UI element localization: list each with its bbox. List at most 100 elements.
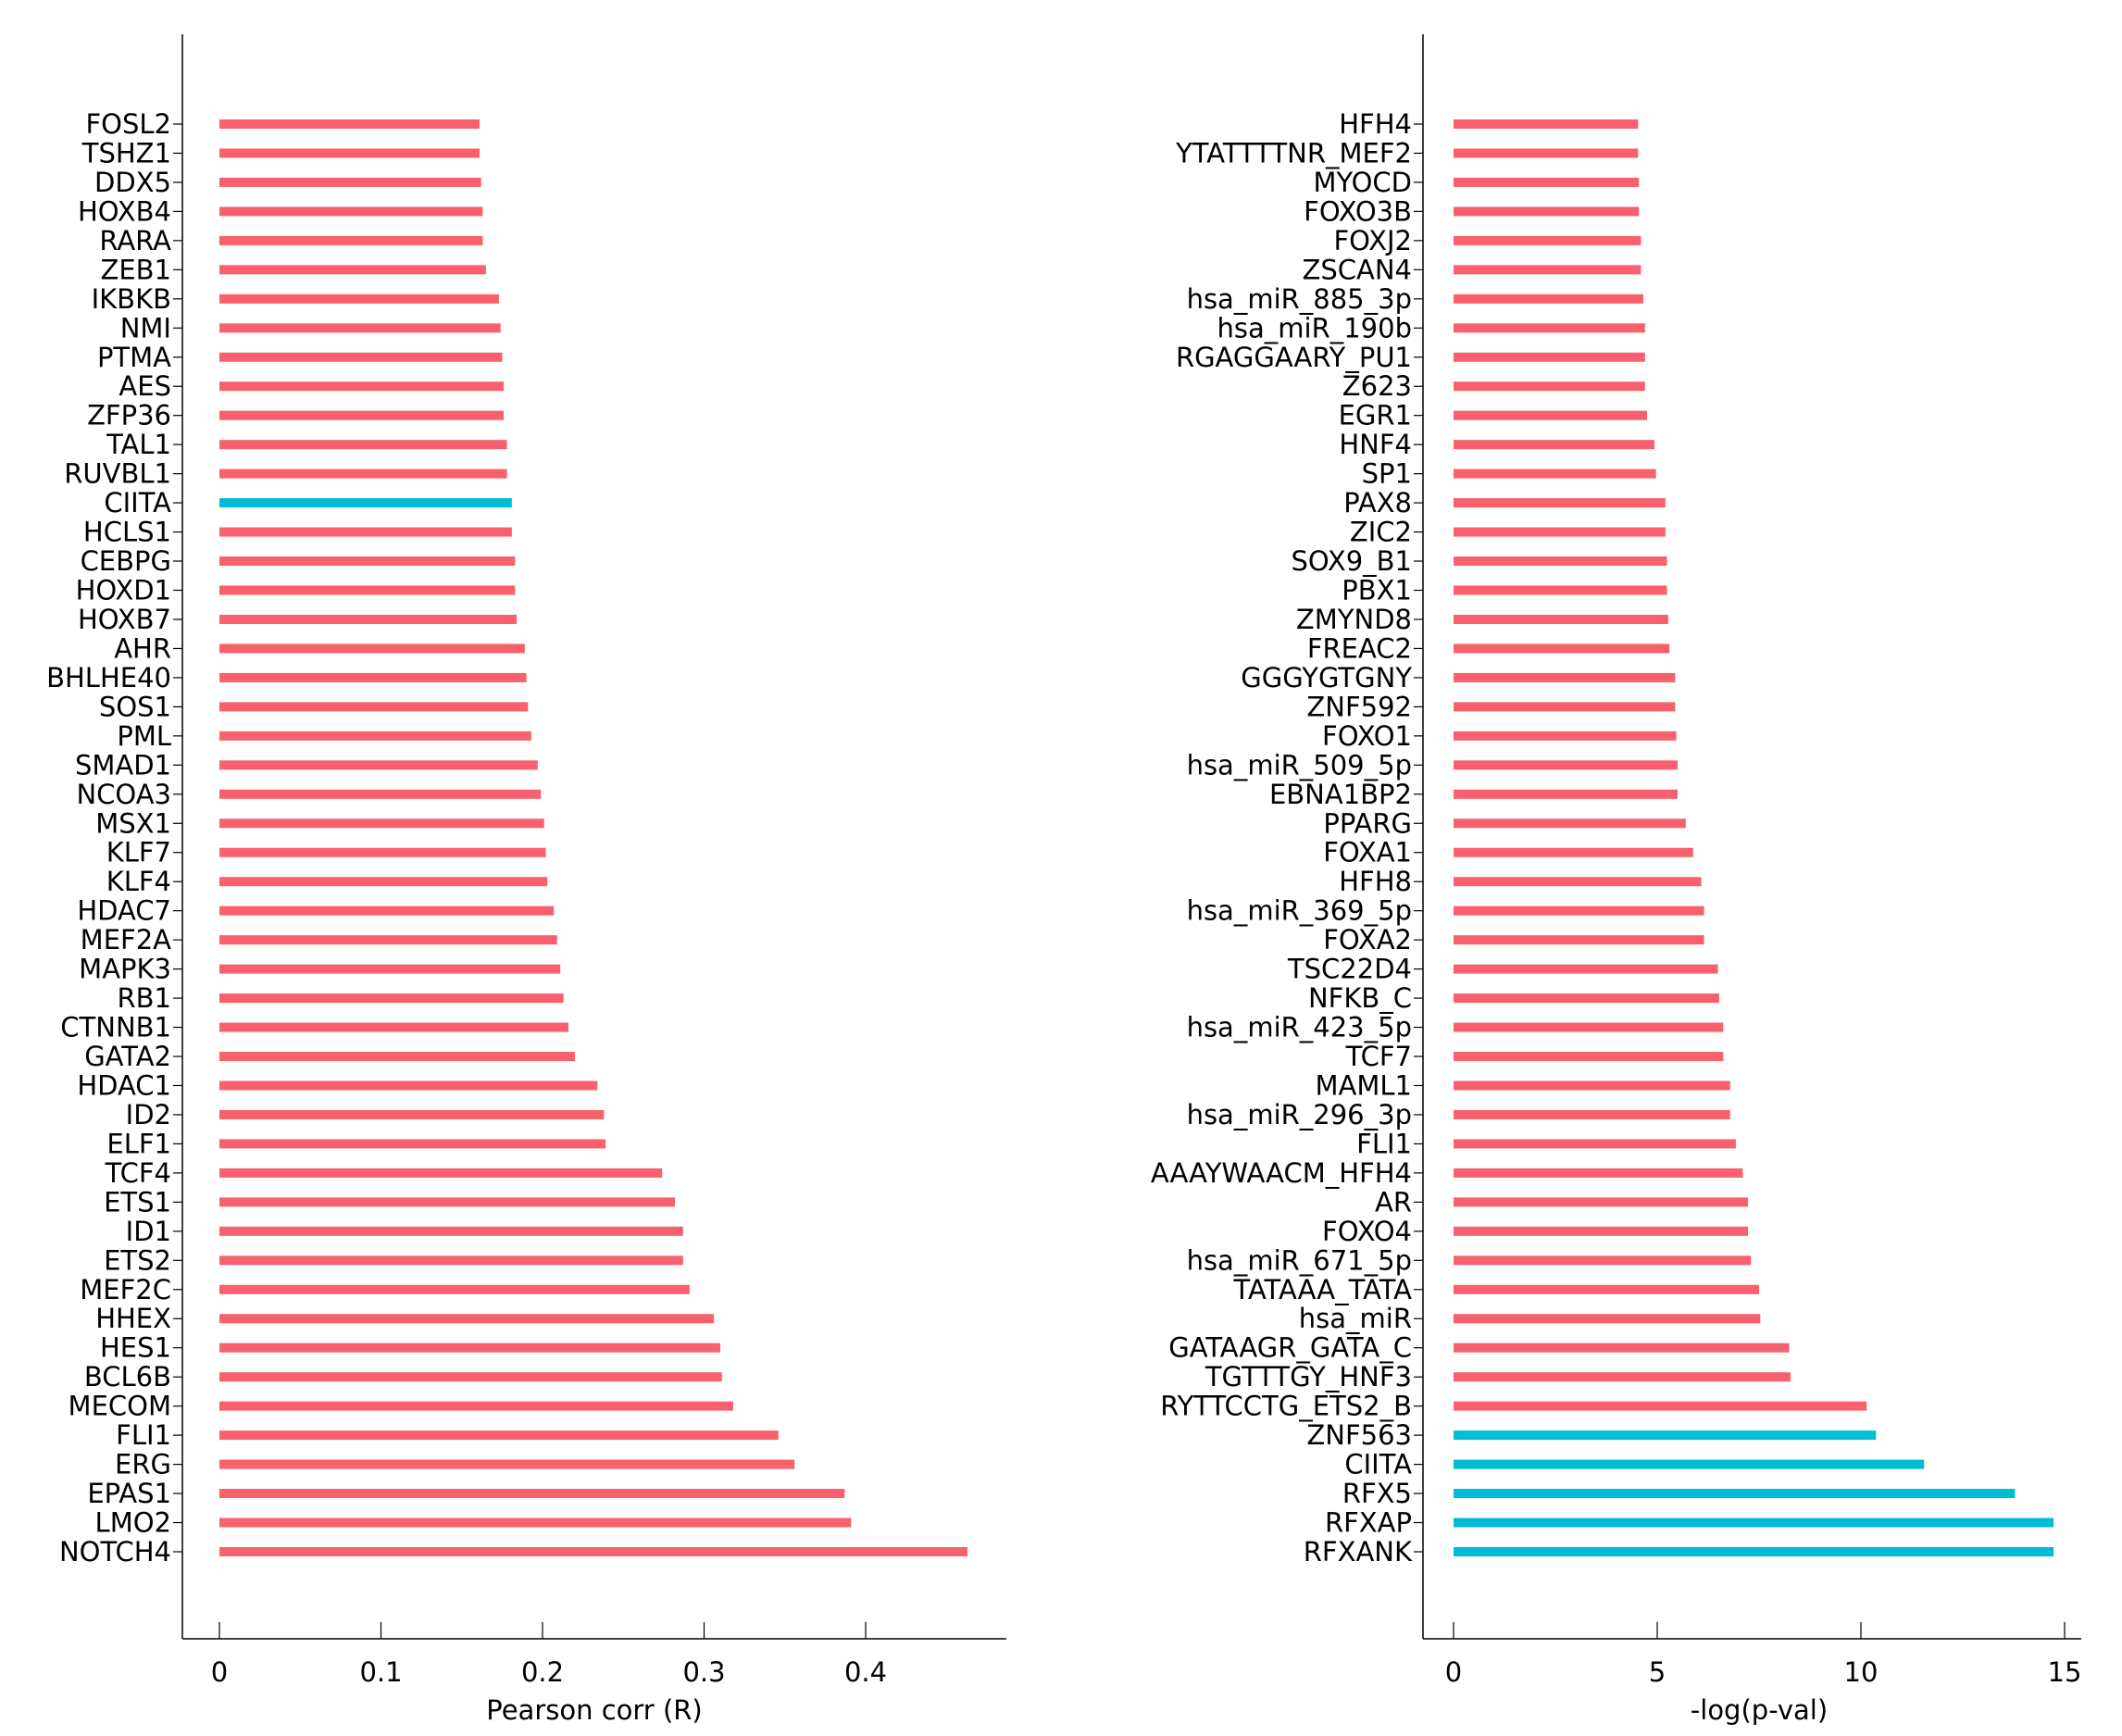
y-tick-label: KLF4 [106,866,171,897]
y-tick-label: PBX1 [1342,575,1412,606]
bar-KLF4 [219,877,548,887]
y-tick-label: EGR1 [1339,400,1412,431]
x-tick-label: 5 [1649,1656,1666,1688]
bar-TSC22D4 [1454,964,1718,974]
bar-MAPK3 [219,964,561,974]
bar-ZEB1 [219,265,486,275]
y-tick-label: KLF7 [106,837,171,868]
bar-hsa_miR_423_5p [1454,1022,1724,1032]
y-tick-label: RB1 [118,982,172,1014]
y-tick-label: RGAGGAARY_PU1 [1176,342,1412,373]
bar-ETS1 [219,1197,676,1207]
bar-FOXJ2 [1454,235,1641,245]
bar-NMI [219,323,501,333]
y-tick-label: FOXO4 [1322,1216,1412,1247]
bar-EGR1 [1454,410,1647,420]
bar-TCF4 [219,1168,663,1178]
y-tick-label: CTNNB1 [60,1012,171,1043]
bar-TGTTTGY_HNF3 [1454,1372,1791,1382]
y-tick-label: CIITA [1344,1449,1412,1480]
y-tick-label: hsa_miR [1299,1303,1412,1334]
bar-SMAD1 [219,760,538,770]
bar-DDX5 [219,177,481,187]
bar-PTMA [219,352,503,362]
bar-KLF7 [219,847,546,857]
y-tick-label: HNF4 [1339,429,1412,460]
y-tick-label: TCF7 [1345,1041,1412,1072]
y-tick-label: TSC22D4 [1287,954,1412,985]
y-tick-label: EPAS1 [87,1478,171,1509]
y-tick-label: TGTTTGY_HNF3 [1205,1361,1412,1393]
bar-FREAC2 [1454,643,1670,654]
y-tick-label: ID1 [126,1216,171,1247]
bar-CIITA [219,498,512,508]
y-tick-label: RFXANK [1304,1536,1413,1567]
bar-CEBPG [219,556,516,567]
bar-AHR [219,643,525,654]
bar-AR [1454,1197,1749,1207]
x-axis-label: Pearson corr (R) [486,1694,702,1726]
bar-hsa_miR_190b [1454,323,1645,333]
y-tick-label: SMAD1 [75,749,171,781]
bar-AES [219,381,505,392]
x-tick-label: 0 [1445,1656,1462,1688]
bar-hsa_miR_369_5p [1454,905,1704,916]
y-tick-label: NMI [120,312,171,343]
bar-MEF2C [219,1284,690,1294]
y-tick-label: AAAYWAACM_HFH4 [1151,1157,1412,1189]
bar-FLI1 [219,1430,779,1441]
bar-IKBKB [219,293,499,304]
y-tick-label: RFX5 [1342,1478,1412,1509]
y-tick-label: MSX1 [95,807,171,839]
y-tick-label: CEBPG [81,545,171,577]
y-tick-label: TATAAA_TATA [1233,1274,1413,1305]
bar-RB1 [219,993,564,1004]
y-tick-label: YTATTTTNR_MEF2 [1175,137,1412,169]
y-tick-label: SP1 [1362,458,1412,490]
y-tick-label: GGGYGTGNY [1241,662,1412,693]
bar-RFXANK [1454,1547,2054,1556]
y-tick-label: PTMA [97,342,171,373]
y-tick-label: NFKB_C [1308,982,1412,1014]
y-tick-label: FOXJ2 [1333,225,1412,256]
y-tick-label: DDX5 [94,167,171,198]
y-tick-label: FOXO3B [1304,195,1412,227]
y-tick-label: GATAAGR_GATA_C [1168,1332,1412,1364]
bar-ZIC2 [1454,527,1666,537]
y-tick-label: RFXAP [1325,1507,1412,1539]
y-tick-label: CIITA [104,487,171,518]
y-tick-label: TAL1 [106,429,171,460]
y-tick-label: ZNF563 [1306,1419,1412,1451]
x-tick-label: 15 [2048,1656,2082,1688]
y-tick-label: AHR [114,632,171,664]
bar-NCOA3 [219,789,542,799]
y-tick-label: HFH8 [1339,866,1412,897]
y-tick-label: ZFP36 [87,400,171,431]
y-tick-label: HOXD1 [76,575,171,606]
y-tick-label: NCOA3 [76,779,171,810]
y-tick-label: HFH4 [1339,108,1412,140]
y-tick-label: BHLHE40 [46,662,171,693]
bar-HHEX [219,1314,714,1324]
y-tick-label: hsa_miR_423_5p [1187,1012,1412,1043]
bar-SP1 [1454,468,1656,479]
bar-RGAGGAARY_PU1 [1454,352,1645,362]
bar-MECOM [219,1401,733,1411]
bar-ID2 [219,1109,605,1119]
y-tick-label: HCLS1 [83,517,171,548]
bar-ERG [219,1459,795,1469]
x-axis-label: -log(p-val) [1691,1694,1828,1726]
y-tick-label: HDAC7 [77,895,171,927]
bar-FOSL2 [219,119,480,129]
y-tick-label: SOX9_B1 [1291,545,1412,577]
bar-MYOCD [1454,177,1640,187]
bar-PAX8 [1454,498,1666,508]
bar-ZNF563 [1454,1430,1877,1441]
y-tick-label: hsa_miR_671_5p [1187,1244,1412,1276]
y-tick-label: ZMYND8 [1296,604,1412,635]
bar-FOXA1 [1454,847,1693,857]
bar-CTNNB1 [219,1022,568,1032]
y-tick-label: AES [119,370,171,402]
bar-SOS1 [219,702,529,712]
